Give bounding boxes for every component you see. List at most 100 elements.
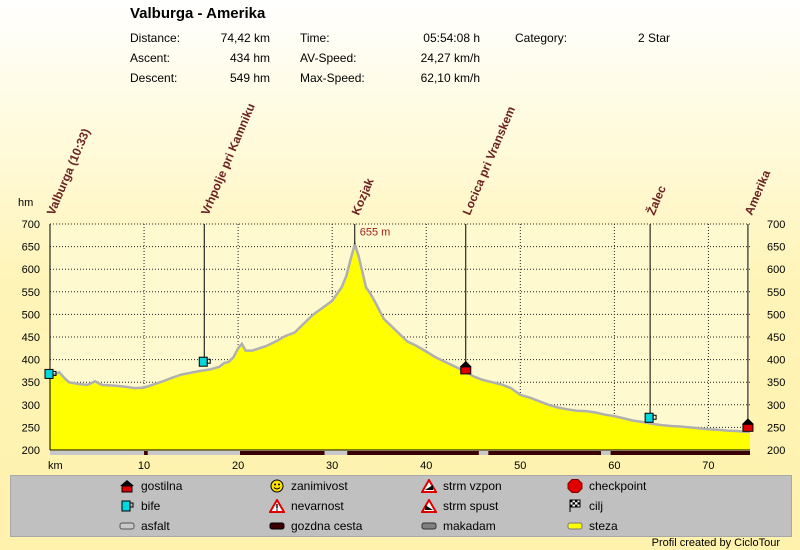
y-tick-label-left: 400 bbox=[22, 355, 40, 367]
house-roof bbox=[459, 360, 472, 367]
x-tick-label: 60 bbox=[608, 460, 620, 472]
y-tick-label-left: 300 bbox=[22, 400, 40, 412]
legend-label: asfalt bbox=[141, 519, 170, 533]
y-tick-label-left: 600 bbox=[22, 264, 40, 276]
y-axis-label: hm bbox=[18, 197, 33, 209]
cup-handle bbox=[52, 370, 57, 376]
cup-body bbox=[44, 368, 54, 379]
house-body bbox=[460, 366, 472, 375]
surface-segment bbox=[347, 451, 479, 455]
checkered-flag-icon bbox=[567, 499, 583, 513]
descent-value: 549 hm bbox=[229, 71, 270, 85]
waypoint-label: Žalec bbox=[643, 183, 669, 217]
y-tick-label-left: 450 bbox=[22, 332, 40, 344]
surface-segment bbox=[147, 451, 241, 455]
y-tick-label-right: 450 bbox=[767, 332, 785, 344]
credit-text: Profil created by CicloTour bbox=[651, 537, 780, 549]
house-icon bbox=[741, 418, 754, 432]
legend-item: steza bbox=[567, 519, 618, 533]
y-tick-label-left: 250 bbox=[22, 422, 40, 434]
legend-label: bife bbox=[141, 499, 161, 513]
legend-item: makadam bbox=[421, 519, 496, 533]
y-tick-label-right: 700 bbox=[767, 219, 785, 231]
y-tick-label-left: 650 bbox=[22, 242, 40, 254]
elevation-line bbox=[49, 239, 750, 434]
legend-label: checkpoint bbox=[589, 479, 647, 493]
legend-item: strm spust bbox=[420, 498, 498, 513]
x-tick-label: 70 bbox=[702, 460, 714, 472]
waypoint-label: Locica pri Vranskem bbox=[460, 104, 518, 217]
waypoint-label: Vrhpolje pri Kamniku bbox=[198, 101, 258, 217]
legend-label: makadam bbox=[443, 519, 496, 533]
avspeed-value: 24,27 km/h bbox=[420, 51, 480, 65]
maxspeed-value: 62,10 km/h bbox=[420, 71, 480, 85]
x-tick-label: 20 bbox=[232, 460, 244, 472]
y-tick-label-right: 650 bbox=[767, 242, 785, 254]
surface-segment bbox=[144, 451, 148, 455]
cup-body bbox=[198, 356, 208, 367]
time-label: Time: bbox=[300, 31, 330, 45]
legend-item: gostilna bbox=[119, 479, 182, 493]
x-axis-label: km bbox=[48, 460, 63, 472]
x-tick-label: 50 bbox=[514, 460, 526, 472]
y-tick-label-right: 400 bbox=[767, 355, 785, 367]
surface-asfalt-icon bbox=[119, 519, 135, 533]
category-value: 2 Star bbox=[638, 31, 671, 45]
steep-up-icon bbox=[420, 478, 438, 493]
elevation-profile-chart: 200 200 250 250 300 300 350 350 400 400 450 450 500 5… bbox=[18, 101, 785, 472]
stop-icon bbox=[567, 479, 583, 493]
y-tick-label-right: 250 bbox=[767, 422, 785, 434]
surface-segment bbox=[488, 451, 602, 455]
legend-label: gozdna cesta bbox=[291, 519, 363, 533]
surface-segment bbox=[610, 451, 750, 455]
y-tick-label-left: 550 bbox=[22, 287, 40, 299]
legend-item: strm vzpon bbox=[420, 478, 502, 493]
surface-steza-icon bbox=[567, 519, 583, 533]
surface-makadam-icon bbox=[421, 519, 437, 533]
waypoint-label: Amerika bbox=[742, 168, 774, 217]
y-tick-label-right: 300 bbox=[767, 400, 785, 412]
x-tick-label: 40 bbox=[420, 460, 432, 472]
distance-label: Distance: bbox=[130, 31, 181, 45]
legend-label: nevarnost bbox=[291, 499, 344, 513]
legend-item: gozdna cesta bbox=[269, 519, 362, 533]
legend-item: nevarnost bbox=[268, 498, 344, 513]
y-tick-label-right: 550 bbox=[767, 287, 785, 299]
maxspeed-label: Max-Speed: bbox=[300, 71, 365, 85]
surface-segment bbox=[324, 451, 348, 455]
legend-item: asfalt bbox=[119, 519, 170, 533]
cup-icon bbox=[644, 412, 657, 423]
legend-label: gostilna bbox=[141, 479, 183, 493]
cup-icon bbox=[44, 368, 57, 379]
route-title: Valburga - Amerika bbox=[130, 5, 266, 22]
y-tick-label-right: 500 bbox=[767, 309, 785, 321]
legend-label: zanimivost bbox=[291, 479, 348, 493]
ascent-value: 434 hm bbox=[229, 51, 270, 65]
house-icon bbox=[459, 360, 472, 375]
peak-label: 655 m bbox=[360, 226, 391, 238]
y-tick-label-right: 200 bbox=[767, 445, 785, 457]
y-tick-label-left: 500 bbox=[22, 309, 40, 321]
house-body bbox=[742, 423, 754, 432]
house-icon bbox=[119, 479, 135, 493]
legend: gostilna bife asfalt zanimivost nevarnost goz… bbox=[10, 475, 792, 537]
y-tick-label-left: 350 bbox=[22, 377, 40, 389]
legend-item: checkpoint bbox=[567, 479, 646, 493]
elevation-area bbox=[50, 244, 750, 450]
legend-item: cilj bbox=[567, 499, 603, 513]
legend-label: strm vzpon bbox=[443, 479, 502, 493]
cup-handle bbox=[652, 414, 657, 420]
steep-down-icon bbox=[420, 498, 438, 513]
y-tick-label-right: 600 bbox=[767, 264, 785, 276]
ascent-label: Ascent: bbox=[130, 51, 171, 65]
descent-label: Descent: bbox=[130, 71, 178, 85]
y-tick-label-left: 200 bbox=[22, 445, 40, 457]
cup-icon bbox=[198, 356, 211, 367]
waypoint-label: Kozjak bbox=[349, 176, 377, 217]
x-tick-label: 30 bbox=[326, 460, 338, 472]
house-roof bbox=[741, 418, 754, 425]
legend-item: bife bbox=[119, 499, 160, 513]
legend-item: zanimivost bbox=[269, 479, 348, 493]
warning-icon bbox=[268, 498, 286, 513]
surface-gozdna-icon bbox=[269, 519, 285, 533]
